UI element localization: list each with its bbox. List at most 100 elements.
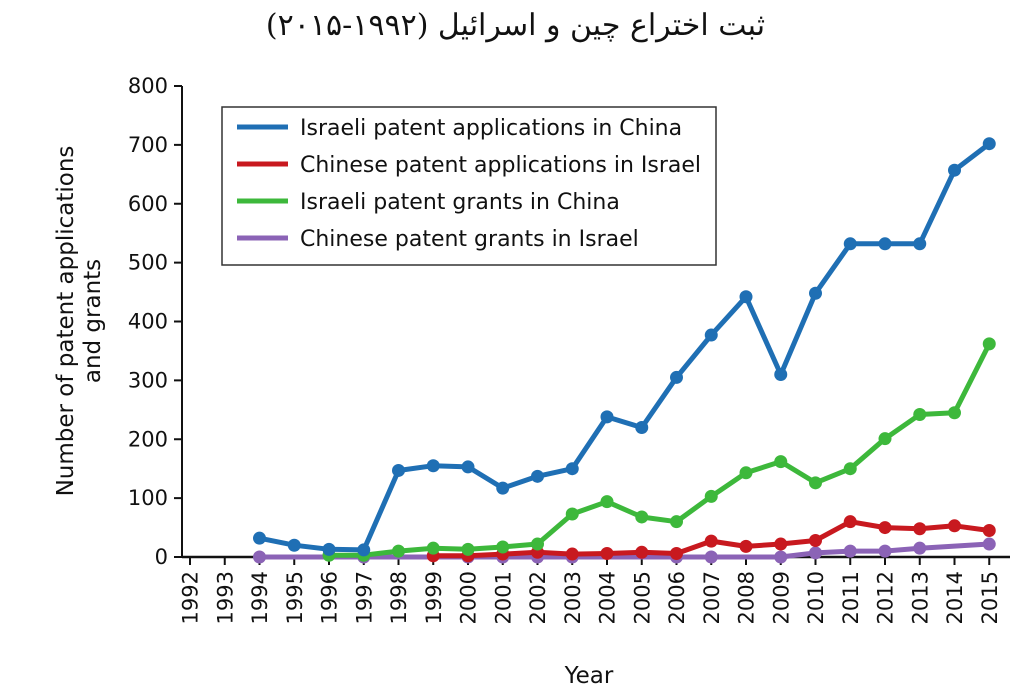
y-tick-label: 600 bbox=[128, 192, 168, 216]
data-point bbox=[774, 367, 788, 381]
data-point bbox=[809, 534, 822, 548]
data-point bbox=[704, 534, 718, 548]
y-tick-label: 300 bbox=[128, 368, 168, 392]
data-point bbox=[565, 507, 579, 521]
x-tick-label: 2013 bbox=[908, 571, 932, 624]
x-tick-label: 2001 bbox=[491, 571, 515, 624]
y-tick-label: 200 bbox=[128, 427, 168, 451]
data-point bbox=[913, 522, 927, 536]
data-point bbox=[600, 546, 614, 560]
x-tick-label: 2004 bbox=[596, 571, 620, 624]
x-tick-label: 1997 bbox=[352, 571, 376, 624]
x-tick-label: 2000 bbox=[457, 571, 481, 624]
data-point bbox=[704, 489, 718, 503]
data-point bbox=[357, 543, 371, 557]
data-point bbox=[392, 463, 405, 477]
data-point bbox=[670, 515, 683, 529]
data-point bbox=[878, 544, 892, 558]
legend-label: Israeli patent applications in China bbox=[300, 116, 682, 141]
data-point bbox=[635, 510, 649, 524]
data-point bbox=[496, 481, 510, 495]
data-point bbox=[496, 540, 510, 554]
y-axis-label-line: Number of patent applications bbox=[53, 146, 79, 497]
legend-label: Chinese patent applications in Israel bbox=[300, 153, 701, 178]
y-axis-label-line: and grants bbox=[80, 259, 106, 383]
data-point bbox=[670, 370, 683, 384]
x-axis-label: Year bbox=[564, 663, 614, 689]
data-point bbox=[843, 462, 857, 476]
data-point bbox=[878, 521, 892, 535]
data-point bbox=[913, 541, 927, 555]
data-point bbox=[565, 547, 579, 561]
x-tick-label: 1999 bbox=[422, 571, 446, 624]
data-point bbox=[322, 542, 336, 556]
data-point bbox=[670, 546, 683, 560]
x-tick-label: 1998 bbox=[387, 571, 411, 624]
data-point bbox=[461, 542, 475, 556]
x-tick-label: 1992 bbox=[179, 571, 203, 624]
data-point bbox=[600, 495, 614, 509]
data-point bbox=[739, 539, 753, 553]
x-tick-label: 2015 bbox=[978, 571, 1002, 624]
data-point bbox=[948, 519, 961, 533]
data-point bbox=[739, 290, 753, 304]
data-point bbox=[843, 544, 857, 558]
y-axis-label: Number of patent applicationsand grants bbox=[53, 146, 106, 497]
x-tick-label: 1994 bbox=[248, 571, 272, 624]
x-tick-label: 1996 bbox=[318, 571, 342, 624]
x-tick-label: 2003 bbox=[561, 571, 585, 624]
x-tick-label: 2010 bbox=[804, 571, 828, 624]
data-point bbox=[774, 550, 788, 564]
y-tick-label: 400 bbox=[128, 310, 168, 334]
data-point bbox=[426, 541, 440, 555]
data-point bbox=[948, 163, 961, 177]
data-point bbox=[809, 286, 822, 300]
y-tick-label: 800 bbox=[128, 74, 168, 98]
data-point bbox=[739, 466, 753, 480]
data-point bbox=[704, 550, 718, 564]
series-lines bbox=[253, 137, 996, 564]
y-tick-label: 700 bbox=[128, 133, 168, 157]
data-point bbox=[253, 550, 266, 564]
data-point bbox=[635, 420, 649, 434]
data-point bbox=[600, 410, 614, 424]
data-point bbox=[635, 545, 649, 559]
data-point bbox=[878, 237, 892, 251]
x-tick-label: 2002 bbox=[526, 571, 550, 624]
series-line bbox=[326, 341, 992, 558]
data-point bbox=[809, 476, 822, 490]
x-tick-label: 1993 bbox=[213, 571, 237, 624]
x-tick-label: 2007 bbox=[700, 571, 724, 624]
data-point bbox=[913, 237, 927, 251]
data-point bbox=[531, 537, 544, 551]
x-tick-label: 2009 bbox=[769, 571, 793, 624]
chart-title: ثبت اختراع چین و اسرائیل (۱۹۹۲-۲۰۱۵) bbox=[265, 8, 766, 43]
data-point bbox=[426, 459, 440, 473]
data-point bbox=[982, 537, 996, 551]
data-point bbox=[878, 432, 892, 446]
legend-box bbox=[221, 106, 717, 266]
x-tick-label: 2005 bbox=[630, 571, 654, 624]
data-point bbox=[809, 546, 822, 560]
data-point bbox=[982, 524, 996, 538]
data-point bbox=[392, 544, 405, 558]
x-tick-label: 2012 bbox=[874, 571, 898, 624]
data-point bbox=[774, 455, 788, 469]
data-point bbox=[843, 515, 857, 529]
data-point bbox=[531, 469, 544, 483]
x-tick-label: 2006 bbox=[665, 571, 689, 624]
x-tick-label: 2011 bbox=[839, 571, 863, 624]
data-point bbox=[287, 538, 301, 552]
data-point bbox=[461, 460, 475, 474]
data-point bbox=[843, 237, 857, 251]
x-tick-label: 2008 bbox=[735, 571, 759, 624]
data-point bbox=[982, 137, 996, 151]
data-point bbox=[253, 531, 266, 545]
y-tick-label: 100 bbox=[128, 486, 168, 510]
legend: Israeli patent applications in China Chin… bbox=[221, 106, 717, 266]
y-tick-label: 500 bbox=[128, 251, 168, 275]
data-point bbox=[704, 328, 718, 342]
data-point bbox=[565, 462, 579, 476]
data-point bbox=[948, 406, 961, 420]
